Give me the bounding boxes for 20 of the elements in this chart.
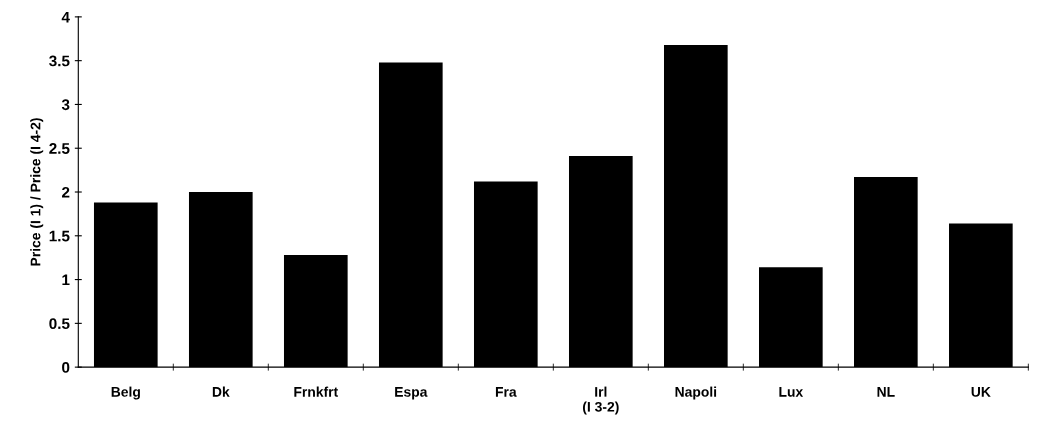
- x-tick-label: Napoli: [675, 386, 717, 400]
- x-tick-label: Dk: [212, 386, 230, 397]
- x-tick-label: Belg: [111, 386, 140, 400]
- y-tick-label: 0.5: [49, 318, 70, 330]
- x-tick-label: Lux: [779, 387, 804, 397]
- x-tick-label: Frnkfrt: [294, 386, 339, 397]
- y-tick-label: 2: [62, 186, 70, 198]
- y-tick-label: 0: [62, 362, 70, 373]
- x-tick-label: Irl (I 3-2): [583, 386, 619, 415]
- y-tick-label: 1: [62, 274, 70, 286]
- x-tick-label: Fra: [495, 387, 517, 397]
- y-tick-label: 2.5: [49, 143, 70, 154]
- x-tick-label: UK: [971, 387, 991, 397]
- x-tick-label: NL: [877, 387, 895, 397]
- y-tick-label: 3: [61, 99, 70, 111]
- y-tick-label: 1.5: [49, 230, 70, 242]
- y-tick-label: 4: [61, 11, 70, 23]
- y-tick-label: 3.5: [49, 55, 70, 67]
- x-tick-label: Espa: [395, 387, 428, 400]
- y-axis-title: Price (I 1) / Price (I 4-2): [30, 118, 44, 266]
